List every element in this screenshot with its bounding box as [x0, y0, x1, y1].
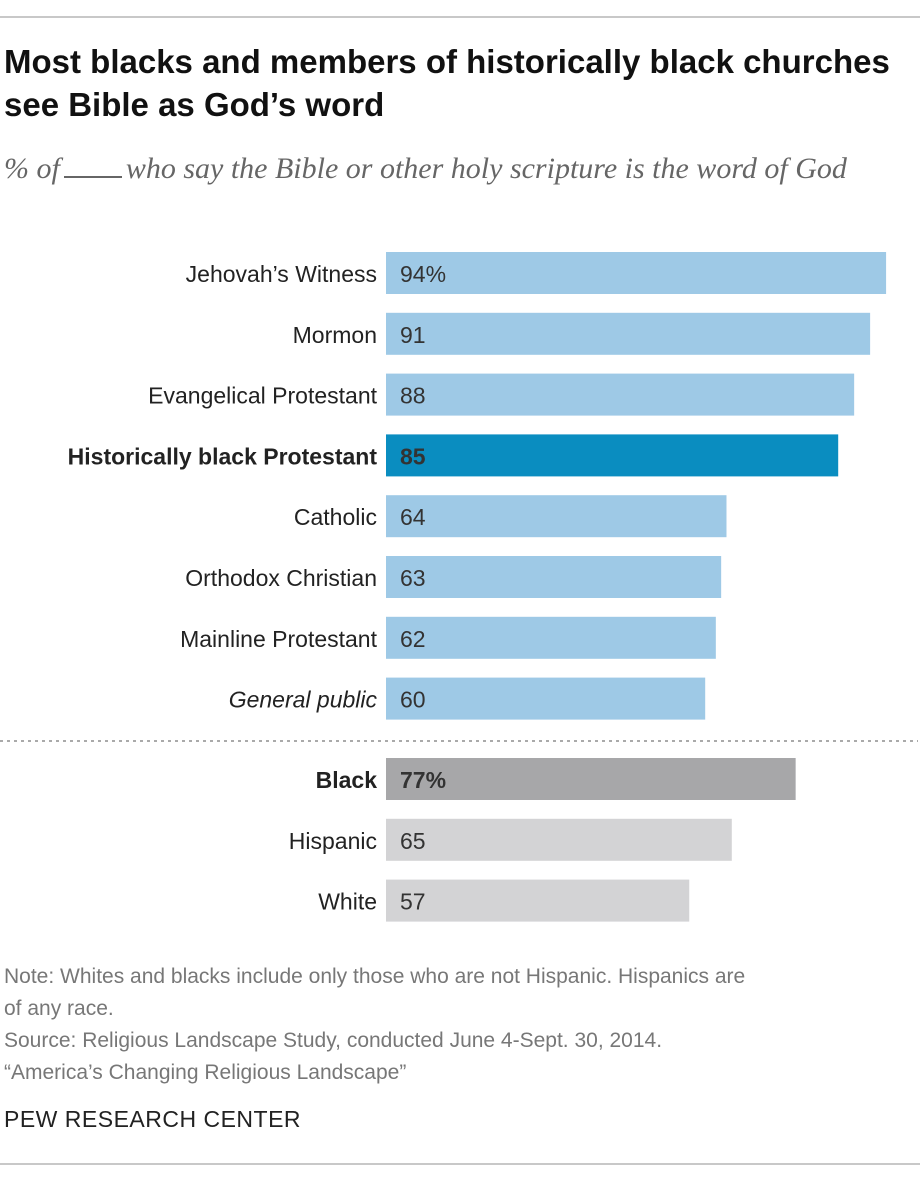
- value-label: 64: [400, 504, 426, 530]
- bar-mainline-protestant: [386, 616, 716, 659]
- note-line: Note: Whites and blacks include only tho…: [4, 965, 746, 988]
- bar-jehovah-s-witness: [386, 252, 887, 294]
- category-label: Historically black Protestant: [68, 443, 378, 469]
- note-line: of any race.: [4, 997, 114, 1020]
- category-label: Mainline Protestant: [180, 626, 377, 652]
- subtitle-prefix: % of: [4, 152, 60, 185]
- value-label: 63: [400, 565, 426, 591]
- bar-evangelical-protestant: [386, 373, 855, 416]
- top-rule: [0, 16, 920, 18]
- bar-historically-black-protestant: [386, 434, 839, 477]
- value-label: 85: [400, 443, 426, 469]
- bar-catholic: [386, 495, 727, 538]
- chart-notes: Note: Whites and blacks include only tho…: [4, 961, 904, 1089]
- bar-black: [386, 758, 796, 800]
- category-label: Black: [316, 767, 378, 793]
- bottom-rule: [0, 1163, 920, 1165]
- value-label: 94%: [400, 261, 446, 287]
- bar-white: [386, 879, 690, 922]
- category-label: Mormon: [293, 322, 377, 348]
- bar-hispanic: [386, 818, 732, 861]
- value-label: 88: [400, 383, 426, 409]
- subtitle-suffix: who say the Bible or other holy scriptur…: [125, 152, 847, 185]
- bar-chart: Jehovah’s Witness 94% Mormon 91 Evangelical …: [0, 240, 920, 940]
- category-label: White: [318, 889, 377, 915]
- bar-mormon: [386, 312, 871, 355]
- value-label: 91: [400, 322, 426, 348]
- source-line: Source: Religious Landscape Study, condu…: [4, 1029, 663, 1052]
- value-label: 57: [400, 889, 426, 915]
- value-label: 62: [400, 626, 426, 652]
- category-label: Jehovah’s Witness: [186, 261, 377, 287]
- bar-general-public: [386, 677, 706, 720]
- bar-chart-svg: Jehovah’s Witness 94% Mormon 91 Evangelical …: [0, 252, 918, 922]
- value-label: 60: [400, 687, 426, 713]
- category-label: Orthodox Christian: [185, 565, 377, 591]
- value-label: 65: [400, 828, 426, 854]
- chart-subtitle: % of who say the Bible or other holy scri…: [4, 149, 884, 189]
- source-line: “America’s Changing Religious Landscape”: [4, 1061, 407, 1084]
- value-label: 77%: [400, 767, 446, 793]
- bar-orthodox-christian: [386, 556, 722, 598]
- category-label: General public: [229, 687, 378, 713]
- pew-brand-logo: PEW RESEARCH CENTER: [4, 1106, 302, 1132]
- category-label: Hispanic: [289, 828, 377, 854]
- subtitle-blank: [63, 176, 122, 178]
- category-label: Catholic: [294, 504, 377, 530]
- chart-title: Most blacks and members of historically …: [4, 43, 890, 123]
- category-label: Evangelical Protestant: [148, 383, 377, 409]
